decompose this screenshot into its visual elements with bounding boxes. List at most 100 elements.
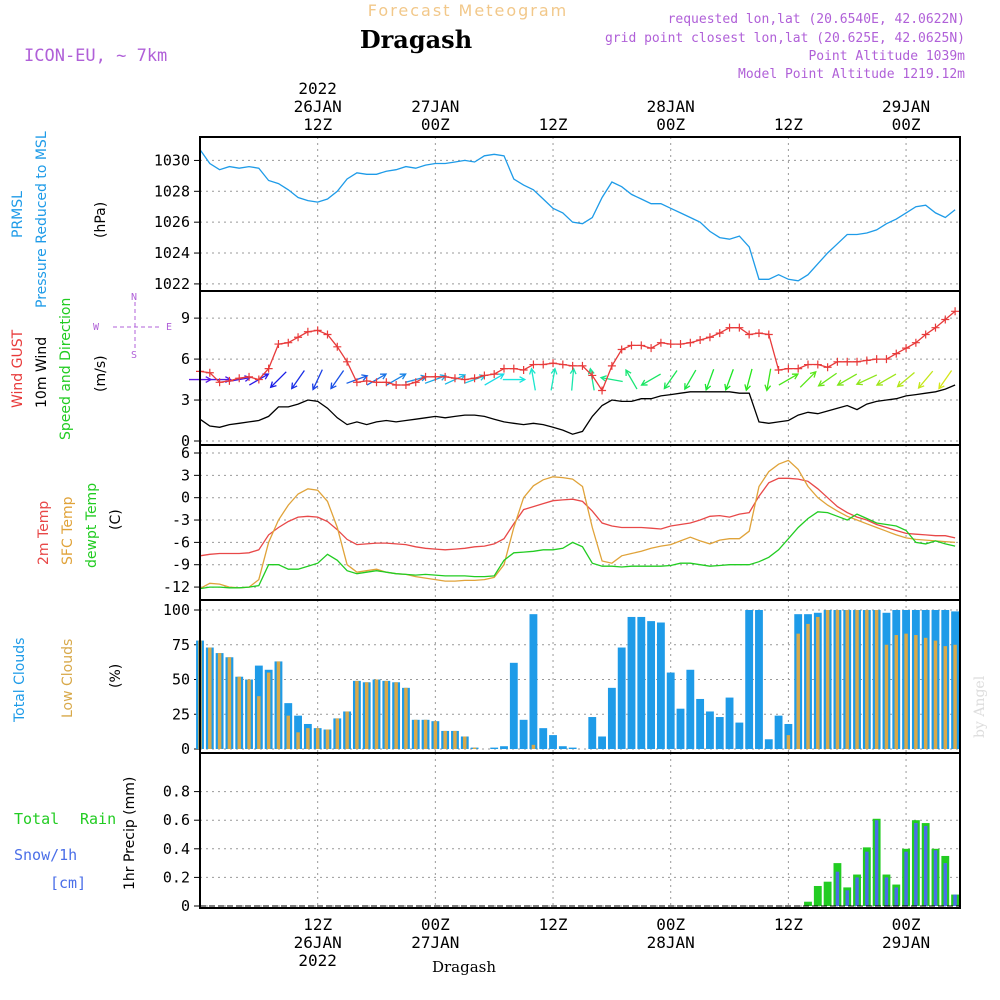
location-title: Dragash — [360, 25, 472, 54]
ytick-label: 0 — [181, 740, 190, 758]
model-label: ICON-EU, ~ 7km — [24, 46, 167, 66]
low-cloud-bar — [276, 661, 281, 749]
total-label: Total — [14, 810, 59, 828]
low-cloud-bar — [404, 687, 408, 749]
compass-w: W — [93, 322, 100, 333]
ytick-label: 0.2 — [163, 868, 190, 886]
wind-arrow — [530, 368, 536, 391]
precip-unit: 1hr Precip (mm) — [122, 777, 138, 890]
wind-arrow — [571, 368, 575, 391]
low-cloud-bar — [384, 680, 389, 749]
top-time-label: 00Z — [892, 115, 921, 134]
ytick-label: 6 — [181, 444, 190, 462]
bottom-time-label: 00Z — [421, 915, 450, 934]
wind-arrow-head — [817, 380, 825, 387]
gust-point — [833, 357, 842, 366]
total-cloud-bar — [539, 728, 548, 749]
gust-point — [774, 366, 783, 374]
requested-point: requested lon,lat (20.6540E, 42.0622N) — [668, 12, 965, 27]
top-time-label: 00Z — [656, 115, 685, 134]
wind-arrow-head — [684, 383, 691, 391]
gust-point — [696, 335, 705, 344]
gust-point — [568, 361, 577, 370]
gust-point — [558, 360, 567, 369]
gust-point — [617, 345, 626, 354]
snow-bar — [904, 851, 908, 906]
top-time-label: 27JAN — [411, 97, 459, 116]
low-cloud-bar — [286, 715, 290, 749]
gust-point — [441, 372, 450, 381]
bottom-time-label: 00Z — [892, 915, 921, 934]
ytick-label: 0.8 — [163, 783, 190, 801]
gust-point — [500, 364, 508, 373]
snow-bar — [855, 877, 859, 906]
ytick-label: 0.6 — [163, 811, 190, 829]
gust-point — [598, 386, 607, 395]
wind-arrow-head — [361, 374, 369, 381]
grid-point: grid point closest lon,lat (20.625E, 42.… — [605, 31, 965, 46]
gust-point — [754, 329, 763, 338]
wind-arrow — [589, 368, 595, 391]
ytick-label: -12 — [163, 578, 190, 596]
ytick-label: 1024 — [154, 244, 190, 262]
low-cloud-bar — [237, 676, 241, 749]
wind-arrow — [663, 370, 678, 389]
top-time-label: 12Z — [303, 115, 332, 134]
total-cloud-bar — [568, 747, 577, 749]
top-title: Forecast Meteogram — [368, 1, 568, 20]
wind-arrow-head — [896, 380, 904, 388]
total-cloud-bar — [764, 739, 773, 749]
top-time-label: 12Z — [774, 115, 803, 134]
wind-arrow — [938, 370, 953, 389]
gust-point — [637, 341, 646, 350]
gust-point — [862, 356, 871, 365]
wind-arrow — [484, 373, 505, 386]
total-cloud-bar — [500, 746, 508, 749]
wind-arrow-head — [330, 382, 337, 390]
total-cloud-bar — [656, 622, 665, 749]
total-cloud-bar — [558, 746, 567, 749]
low-cloud-bar — [874, 610, 879, 749]
total-cloud-bar — [745, 610, 754, 749]
ytick-label: 0.4 — [163, 840, 190, 858]
bottom-time-label: 12Z — [303, 915, 332, 934]
low-cloud-bar — [227, 657, 232, 749]
snow-bar — [923, 825, 928, 906]
low-cloud-bar — [335, 718, 340, 749]
low-cloud-bar — [423, 719, 428, 749]
gust-point — [245, 372, 254, 381]
ytick-label: 3 — [181, 466, 190, 484]
low-cloud-bar — [825, 610, 830, 749]
wind-arrow — [625, 369, 638, 390]
gust-point — [745, 330, 754, 339]
gust-point — [519, 366, 528, 374]
gust-point — [215, 378, 224, 387]
bottom-time-label: 12Z — [539, 915, 568, 934]
low-cloud-bar — [914, 635, 918, 749]
snow-bar — [874, 820, 879, 906]
gust-point — [254, 375, 263, 384]
panel-wind: 0 3 6 9 — [181, 290, 961, 450]
total-cloud-bar — [725, 697, 734, 749]
wind-arrow — [312, 369, 323, 390]
wind-arrow-head — [311, 383, 319, 391]
wind-arrow-head — [724, 383, 731, 392]
gust-point — [931, 323, 940, 332]
series-line-dewpt-temp — [199, 511, 956, 590]
low-cloud-bar — [394, 682, 398, 749]
snow-bar — [845, 890, 849, 906]
gust-point — [529, 360, 538, 369]
top-time-label: 29JAN — [882, 97, 930, 116]
gust-point — [235, 374, 244, 383]
gust-point — [470, 374, 479, 383]
total-cloud-bar — [529, 614, 538, 749]
wind-arrow-head — [625, 368, 632, 377]
gust-point — [509, 364, 518, 373]
series-line-10m-wind — [199, 384, 956, 435]
wind-arrow-head — [380, 373, 388, 380]
gust-point — [352, 378, 361, 387]
low-cloud-bar — [845, 610, 849, 749]
total-cloud-bar — [588, 717, 597, 749]
sfc-label: SFC Temp — [60, 496, 76, 565]
